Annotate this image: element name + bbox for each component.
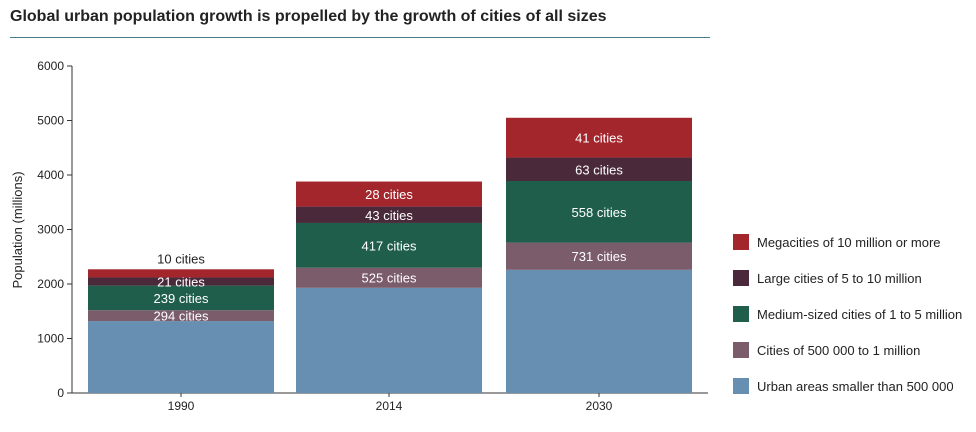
y-tick-label: 4000 — [37, 168, 64, 182]
bar-segment — [506, 117, 692, 158]
data-label: 28 cities — [365, 187, 413, 202]
y-axis-label: Population (millions) — [10, 171, 25, 288]
x-tick-label: 2014 — [376, 399, 403, 413]
bar-segment — [506, 157, 692, 181]
legend-label: Large cities of 5 to 10 million — [757, 271, 922, 286]
data-label: 10 cities — [157, 251, 205, 266]
bar-segment — [296, 181, 482, 207]
title-rule — [10, 37, 710, 38]
bar-segment — [88, 321, 274, 393]
bar-segment — [296, 206, 482, 223]
bar-segment — [506, 242, 692, 270]
legend-label: Megacities of 10 million or more — [757, 235, 941, 250]
legend-label: Cities of 500 000 to 1 million — [757, 343, 920, 358]
data-label: 417 cities — [362, 238, 417, 253]
bar-segment — [88, 310, 274, 322]
legend-label: Medium-sized cities of 1 to 5 million — [757, 307, 962, 322]
legend-swatch — [733, 270, 749, 286]
y-tick-label: 3000 — [37, 223, 64, 237]
data-label: 21 cities — [157, 275, 205, 290]
legend-swatch — [733, 234, 749, 250]
bar-segment — [88, 285, 274, 311]
data-label: 41 cities — [575, 131, 623, 146]
data-label: 63 cities — [575, 162, 623, 177]
y-tick-label: 6000 — [37, 59, 64, 73]
bar-segment — [88, 269, 274, 278]
data-label: 43 cities — [365, 208, 413, 223]
data-label: 558 cities — [572, 205, 627, 220]
bar-segment — [88, 277, 274, 286]
y-tick-label: 0 — [57, 386, 64, 400]
legend-swatch — [733, 378, 749, 394]
data-label: 731 cities — [572, 249, 627, 264]
y-tick-label: 1000 — [37, 332, 64, 346]
chart-title: Global urban population growth is propel… — [10, 8, 607, 25]
x-tick-label: 1990 — [168, 399, 195, 413]
bar-segment — [296, 222, 482, 268]
bar-segment — [296, 267, 482, 288]
legend-swatch — [733, 342, 749, 358]
data-label: 239 cities — [154, 291, 209, 306]
y-tick-label: 5000 — [37, 114, 64, 128]
bar-segment — [506, 180, 692, 243]
legend-swatch — [733, 306, 749, 322]
x-tick-label: 2030 — [586, 399, 613, 413]
y-tick-label: 2000 — [37, 277, 64, 291]
data-label: 525 cities — [362, 271, 417, 286]
data-label: 294 cities — [154, 309, 209, 324]
bar-segment — [506, 269, 692, 393]
bar-segment — [296, 287, 482, 393]
legend-label: Urban areas smaller than 500 000 — [757, 379, 954, 394]
